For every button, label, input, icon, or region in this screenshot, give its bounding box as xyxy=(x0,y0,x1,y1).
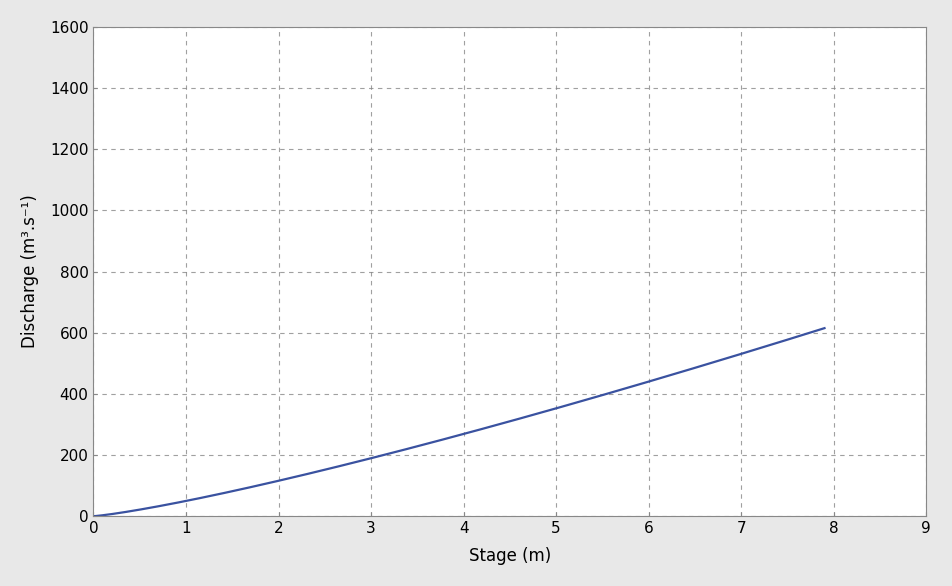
Y-axis label: Discharge (m³.s⁻¹): Discharge (m³.s⁻¹) xyxy=(21,195,39,349)
X-axis label: Stage (m): Stage (m) xyxy=(468,547,551,565)
